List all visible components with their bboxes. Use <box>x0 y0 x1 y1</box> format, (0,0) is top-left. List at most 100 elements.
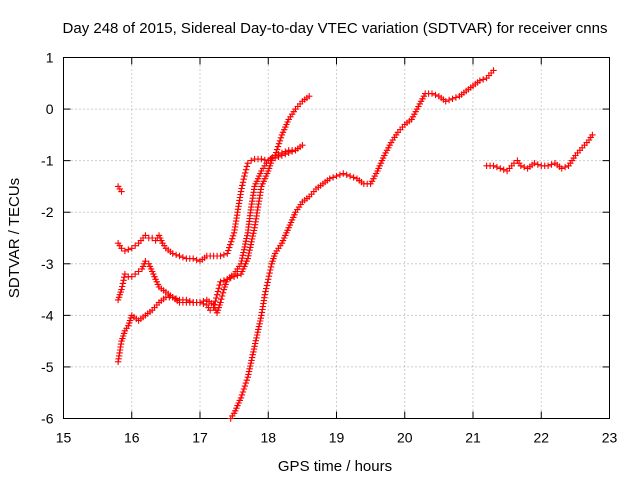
data-point <box>120 277 127 284</box>
x-tick-label: 19 <box>329 430 345 446</box>
data-point <box>252 340 259 347</box>
data-point <box>224 276 231 283</box>
data-point <box>244 374 251 381</box>
data-points <box>114 67 596 422</box>
data-point <box>247 241 255 248</box>
data-point <box>128 245 135 252</box>
x-tick-label: 18 <box>260 430 276 446</box>
data-point <box>257 317 264 325</box>
x-tick-label: 21 <box>465 430 481 446</box>
data-point <box>186 298 193 305</box>
data-point <box>200 298 207 305</box>
data-point <box>234 272 241 279</box>
data-point <box>239 388 247 396</box>
data-point <box>196 299 204 306</box>
data-point <box>276 137 284 144</box>
data-point <box>254 329 261 336</box>
data-point <box>428 90 436 97</box>
data-point <box>490 67 497 74</box>
data-point <box>253 331 261 339</box>
data-point <box>257 315 264 322</box>
data-point <box>249 232 256 240</box>
data-point <box>227 241 234 248</box>
data-point <box>329 174 337 181</box>
chart-title: Day 248 of 2015, Sidereal Day-to-day VTE… <box>63 20 608 37</box>
data-point <box>500 166 507 173</box>
y-tick-label: -2 <box>41 204 54 220</box>
data-point <box>265 276 272 283</box>
data-point <box>248 235 256 243</box>
data-point <box>449 95 456 102</box>
data-point <box>250 348 257 356</box>
data-point <box>268 157 275 164</box>
data-point <box>493 163 501 171</box>
data-point <box>326 175 333 182</box>
x-tick-label: 20 <box>397 430 413 446</box>
data-point <box>282 151 289 158</box>
data-point <box>239 252 246 259</box>
data-point <box>253 334 260 342</box>
data-point <box>172 295 180 302</box>
data-point <box>340 170 347 177</box>
data-point <box>249 351 256 358</box>
data-point <box>261 156 268 164</box>
data-point <box>183 296 190 304</box>
data-point <box>239 182 246 189</box>
data-point <box>228 238 235 245</box>
data-point <box>267 266 274 274</box>
data-point <box>589 131 596 139</box>
data-point <box>179 254 187 261</box>
data-point <box>248 357 255 364</box>
data-point <box>544 162 552 169</box>
data-point <box>306 93 313 100</box>
data-point <box>343 171 350 178</box>
y-tick-label: -4 <box>41 307 54 323</box>
data-point <box>241 172 248 180</box>
y-tick-label: 0 <box>46 101 54 117</box>
data-point <box>263 282 271 289</box>
data-point <box>239 179 247 186</box>
data-point <box>118 286 125 293</box>
series-track-d <box>114 147 299 365</box>
data-point <box>267 263 275 271</box>
data-point <box>214 288 222 295</box>
data-point <box>245 252 252 259</box>
data-point <box>248 238 255 245</box>
x-tick-label: 17 <box>192 430 208 446</box>
data-point <box>264 279 271 286</box>
data-point <box>258 155 265 163</box>
series-track-a <box>114 183 125 195</box>
data-point <box>142 232 149 239</box>
data-point <box>432 91 439 99</box>
x-tick-labels: 15 16 17 18 19 20 21 22 23 <box>56 430 618 446</box>
data-point <box>242 169 249 177</box>
data-point <box>240 385 248 393</box>
data-point <box>248 157 255 164</box>
data-point <box>288 148 296 155</box>
data-point <box>292 147 299 154</box>
x-tick-label: 22 <box>533 430 549 446</box>
data-point <box>245 368 253 375</box>
data-point <box>278 152 286 159</box>
data-point <box>207 307 214 314</box>
data-point <box>240 249 247 256</box>
data-point <box>452 94 460 101</box>
data-point <box>262 288 269 295</box>
data-point <box>350 174 357 181</box>
data-point <box>172 251 180 258</box>
data-point <box>119 280 127 287</box>
data-point <box>239 255 246 262</box>
data-point <box>190 255 197 262</box>
data-point <box>118 188 125 195</box>
data-point <box>119 283 126 290</box>
data-point <box>250 227 258 234</box>
data-point <box>219 289 227 296</box>
data-point <box>240 246 248 253</box>
data-point <box>230 273 238 280</box>
data-point <box>445 96 453 104</box>
axis-ticks <box>63 57 610 419</box>
data-point <box>242 238 250 245</box>
data-point <box>229 232 237 239</box>
data-point <box>252 337 259 344</box>
